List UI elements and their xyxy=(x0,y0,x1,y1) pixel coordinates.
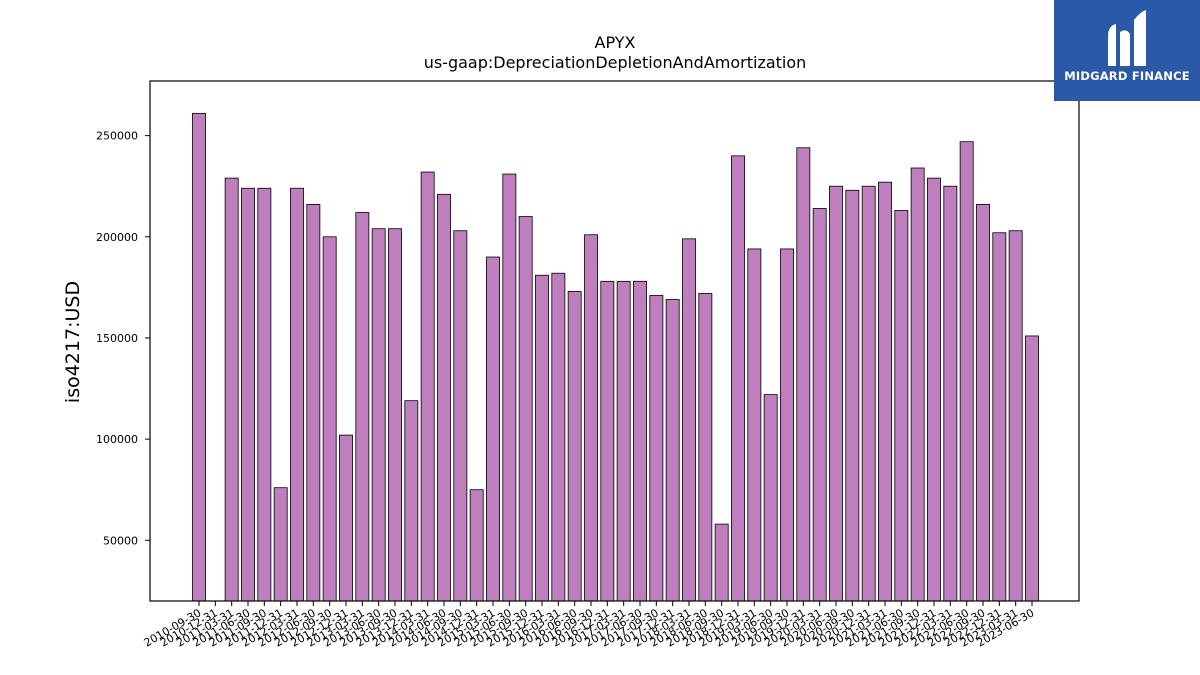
bar-2011-12-31 xyxy=(273,487,288,602)
bar-2019-12-31 xyxy=(796,147,811,602)
chart-title: APYX xyxy=(595,33,636,52)
bar-2022-03-31 xyxy=(943,185,958,602)
bar-2017-03-31 xyxy=(616,280,631,602)
bar-2014-06-30 xyxy=(437,193,451,602)
chart-subtitle: us-gaap:DepreciationDepletionAndAmortiza… xyxy=(424,53,807,72)
bar-2013-06-30 xyxy=(371,228,386,602)
bar-2021-06-30 xyxy=(894,210,909,602)
y-tick-label: 150000 xyxy=(96,332,138,345)
bar-2019-03-31 xyxy=(747,248,762,602)
bar-2018-12-31 xyxy=(731,155,745,602)
bar-2012-12-31 xyxy=(339,434,353,602)
bar-2012-06-30 xyxy=(306,204,321,602)
y-tick-label: 100000 xyxy=(96,433,138,446)
bar-2017-06-30 xyxy=(633,280,647,602)
bar-2019-09-30 xyxy=(780,248,794,602)
y-axis-label: iso4217:USD xyxy=(62,281,84,403)
bar-2011-03-31 xyxy=(224,177,239,602)
bar-2023-06-30 xyxy=(1025,335,1039,602)
bar-2015-06-30 xyxy=(502,173,517,602)
bar-2013-09-30 xyxy=(388,228,402,602)
logo-mark-icon xyxy=(1108,10,1146,66)
bar-2020-12-31 xyxy=(861,185,876,602)
bar-2022-06-30 xyxy=(959,141,974,602)
bars-group xyxy=(192,112,1039,602)
bar-2012-09-30 xyxy=(322,236,337,602)
y-tick-label: 250000 xyxy=(96,130,138,143)
logo-text: MIDGARD FINANCE xyxy=(1064,69,1190,83)
bar-2016-12-31 xyxy=(600,280,615,602)
midgard-finance-logo: MIDGARD FINANCE xyxy=(1054,0,1200,101)
y-tick-label: 50000 xyxy=(103,534,138,547)
bar-2014-03-31 xyxy=(420,171,435,602)
bar-2014-12-31 xyxy=(469,489,484,602)
bar-2021-12-31 xyxy=(927,177,941,602)
bar-2022-12-31 xyxy=(992,232,1007,602)
bar-2017-12-31 xyxy=(665,299,680,602)
bar-2011-06-30 xyxy=(241,187,255,602)
bar-2010-09-30 xyxy=(192,112,206,602)
plot-frame xyxy=(149,80,1080,602)
bar-2015-03-31 xyxy=(486,256,500,602)
x-axis-ticks: 2010-09-302010-12-312011-03-312011-06-30… xyxy=(142,601,1037,650)
bar-2014-09-30 xyxy=(453,230,468,602)
bar-2023-03-31 xyxy=(1008,230,1023,602)
bar-2020-03-31 xyxy=(812,208,827,602)
bar-2018-09-30 xyxy=(714,523,729,602)
bar-2021-09-30 xyxy=(910,167,925,602)
bar-2021-03-31 xyxy=(878,181,892,602)
bar-2013-03-31 xyxy=(355,212,370,602)
bar-2013-12-31 xyxy=(404,400,419,602)
bar-2016-09-30 xyxy=(584,234,598,602)
bar-2017-09-30 xyxy=(649,295,664,602)
bar-2020-06-30 xyxy=(829,185,843,602)
bar-2016-03-31 xyxy=(551,272,566,602)
bar-2012-03-31 xyxy=(290,187,304,602)
bar-2011-09-30 xyxy=(257,187,272,602)
y-tick-label: 200000 xyxy=(96,231,138,244)
bar-2022-09-30 xyxy=(976,204,990,602)
bar-2019-06-30 xyxy=(763,394,778,602)
bar-2015-09-30 xyxy=(518,216,533,602)
bar-2015-12-31 xyxy=(535,274,549,602)
bar-2018-06-30 xyxy=(698,293,713,602)
y-axis-ticks: 50000 100000 150000 200000 250000 xyxy=(96,130,150,547)
bar-2016-06-30 xyxy=(567,291,582,602)
bar-2018-03-31 xyxy=(682,238,696,602)
bar-2020-09-30 xyxy=(845,189,860,602)
